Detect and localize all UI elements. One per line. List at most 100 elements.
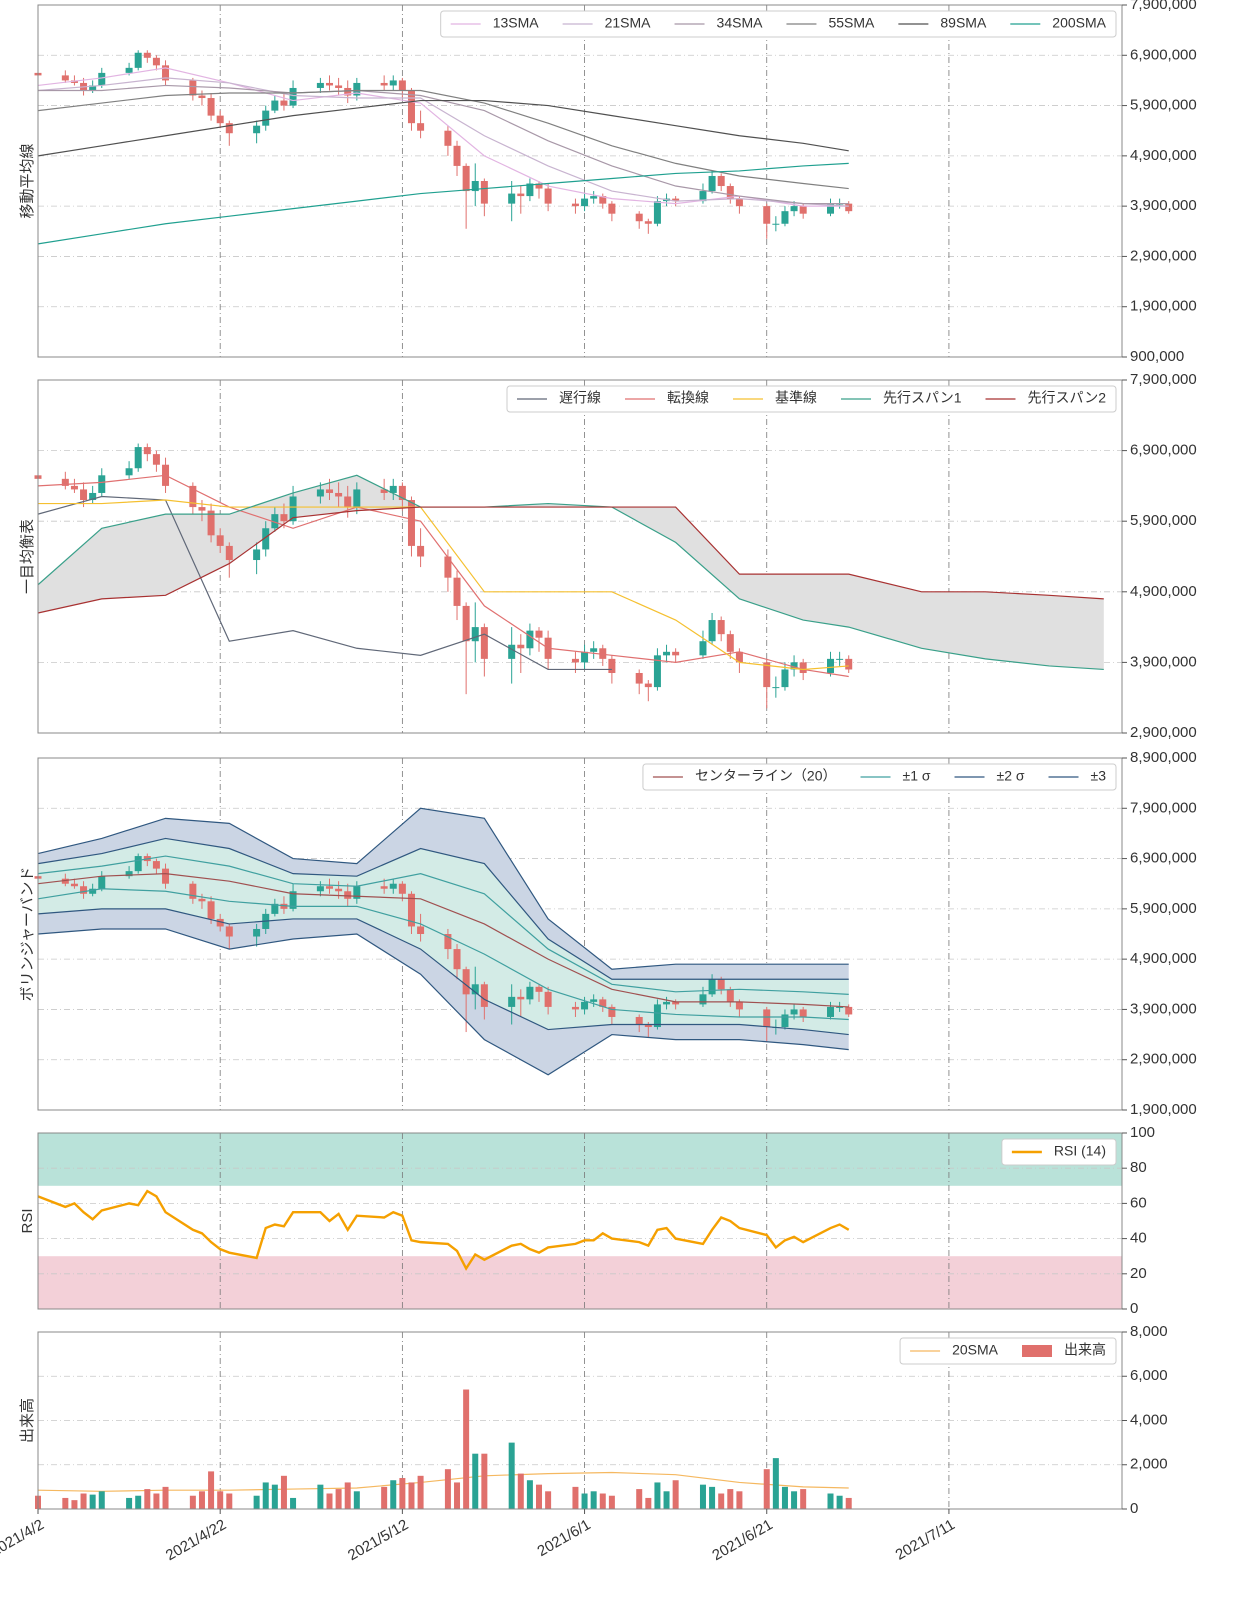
candle-body: [781, 1014, 789, 1028]
volume-bar: [709, 1486, 716, 1509]
candle-body: [535, 986, 543, 992]
y-tick-label: 3,900,000: [1130, 197, 1197, 214]
candle-body: [344, 87, 352, 96]
line: [37, 474, 1104, 671]
volume-bar: [62, 1497, 69, 1509]
candle-body: [444, 130, 452, 146]
candle-body: [471, 627, 479, 642]
line: [37, 1471, 849, 1492]
y-tick-label: 4,900,000: [1130, 950, 1197, 967]
y-tick-label: 6,000: [1130, 1367, 1168, 1384]
legend-label: RSI (14): [1054, 1143, 1106, 1159]
candle-body: [845, 1006, 853, 1015]
candle-body: [790, 1009, 798, 1015]
volume-bar: [399, 1478, 406, 1509]
candle-body: [125, 67, 133, 73]
candle-body: [417, 123, 425, 131]
candle-body: [845, 203, 853, 212]
volume-bar: [135, 1495, 142, 1509]
y-tick-label: 20: [1130, 1265, 1147, 1282]
volume-bar: [417, 1475, 424, 1509]
x-tick-label: 2021/5/12: [345, 1516, 411, 1564]
candle-body: [316, 886, 324, 892]
candle-body: [772, 687, 780, 689]
legend-label: ±2 σ: [997, 768, 1025, 784]
y-tick-label: 60: [1130, 1194, 1147, 1211]
x-tick-label: 2021/4/22: [163, 1516, 229, 1564]
line: [38, 499, 849, 671]
candle-body: [134, 856, 142, 872]
candle-body: [827, 658, 835, 673]
candle-body: [61, 75, 69, 81]
volume-bar: [845, 1497, 852, 1509]
candle-body: [444, 556, 452, 578]
candle-body: [417, 545, 425, 557]
candle-body: [70, 485, 78, 490]
volume-bar: [80, 1493, 87, 1509]
candle-body: [581, 198, 589, 207]
volume-bar: [836, 1495, 843, 1509]
candle-body: [453, 949, 461, 970]
zone: [38, 1256, 1122, 1309]
volume-bar: [390, 1480, 397, 1509]
candle-body: [344, 496, 352, 508]
candle-body: [444, 934, 452, 950]
candle-body: [480, 627, 488, 659]
legend-label: 34SMA: [717, 15, 764, 31]
legend: センターライン（20） ±1 σ ±2 σ ±3: [642, 763, 1117, 791]
candle-body: [134, 52, 142, 68]
candle-body: [289, 496, 297, 522]
candle-body: [407, 893, 415, 927]
candle-body: [225, 123, 233, 134]
volume-bar: [727, 1489, 734, 1509]
candle-body: [735, 198, 743, 207]
volume-bar: [791, 1491, 798, 1509]
y-tick-label: 4,000: [1130, 1411, 1168, 1428]
plot-frame: [37, 757, 1123, 1111]
candle-body: [162, 868, 170, 884]
candle-body: [407, 500, 415, 546]
candle-body: [763, 1009, 771, 1028]
candle-body: [635, 1016, 643, 1025]
candle-body: [781, 211, 789, 224]
candle-body: [335, 888, 343, 892]
volume-bar: [572, 1486, 579, 1509]
volume-bar: [226, 1493, 233, 1509]
candle-body: [380, 489, 388, 493]
candle-body: [207, 901, 215, 919]
volume-bar: [827, 1493, 834, 1509]
candle-body: [152, 454, 160, 465]
volume-bar: [335, 1489, 342, 1509]
candle-body: [417, 926, 425, 934]
line: [38, 84, 849, 205]
candle-body: [225, 926, 233, 937]
candle-body: [389, 80, 397, 86]
plot-frame: [37, 1132, 1123, 1310]
candle-body: [280, 514, 288, 522]
candle-body: [544, 188, 552, 204]
volume-bar: [699, 1484, 706, 1509]
line: [37, 506, 1104, 614]
y-tick-label: 40: [1130, 1230, 1147, 1247]
volume-bar: [517, 1473, 524, 1509]
candle-body: [216, 535, 224, 546]
volume-bar: [217, 1491, 224, 1509]
candle-body: [98, 475, 106, 493]
candle-body: [544, 991, 552, 1007]
candle-body: [380, 886, 388, 889]
candle-body: [61, 878, 69, 884]
y-axis-label: RSI: [19, 1208, 36, 1233]
candle-body: [590, 999, 598, 1002]
y-tick-label: 5,900,000: [1130, 97, 1197, 114]
candle-body: [189, 80, 197, 96]
legend-label: ±3: [1091, 768, 1107, 784]
candle-body: [389, 883, 397, 889]
candle-body: [89, 492, 97, 501]
candle-body: [453, 145, 461, 166]
candle-body: [335, 85, 343, 88]
y-tick-label: 2,000: [1130, 1456, 1168, 1473]
candle-body: [717, 979, 725, 990]
y-axis-label: 移動平均線: [19, 143, 36, 218]
candle-body: [672, 198, 680, 202]
volume-bar: [608, 1495, 615, 1509]
